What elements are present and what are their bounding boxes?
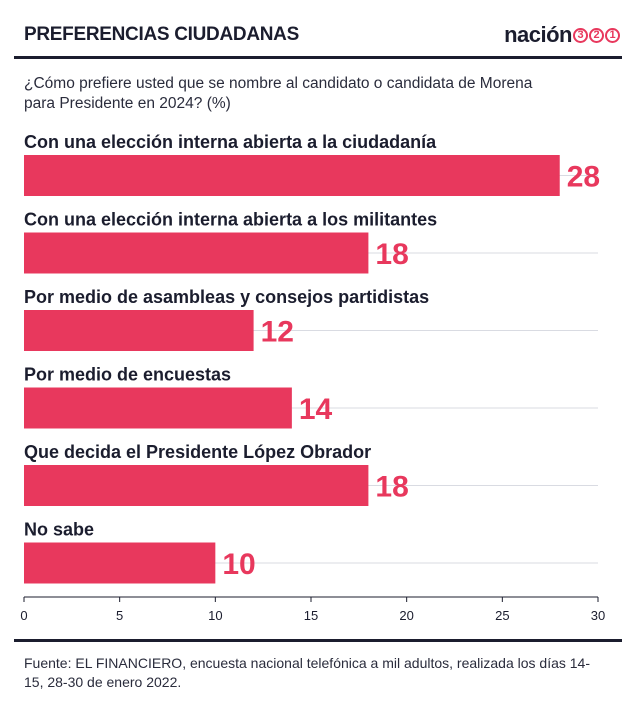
x-tick-label: 30 (591, 608, 605, 623)
x-tick-label: 10 (208, 608, 222, 623)
value-label: 18 (375, 471, 408, 504)
source-note: Fuente: EL FINANCIERO, encuesta nacional… (24, 655, 590, 690)
value-label: 10 (222, 548, 255, 581)
x-tick-label: 20 (399, 608, 413, 623)
category-label: Con una elección interna abierta a los m… (24, 210, 437, 230)
category-label: Con una elección interna abierta a la ci… (24, 132, 437, 152)
bar (24, 310, 254, 351)
category-label: Por medio de encuestas (24, 365, 231, 385)
bar (24, 155, 560, 196)
category-label: Que decida el Presidente López Obrador (24, 442, 371, 462)
value-label: 28 (567, 161, 600, 194)
x-tick-label: 25 (495, 608, 509, 623)
value-label: 18 (375, 238, 408, 271)
x-tick-label: 5 (116, 608, 123, 623)
chart-header: PREFERENCIAS CIUDADANAS nación 3 2 1 (14, 18, 622, 54)
logo-digit-3: 1 (605, 27, 620, 43)
logo-wordmark: nación (504, 22, 572, 47)
category-label: No sabe (24, 520, 94, 540)
x-tick-label: 15 (304, 608, 318, 623)
survey-question: ¿Cómo prefiere usted que se nombre al ca… (24, 75, 533, 112)
footer-divider (14, 639, 622, 642)
value-label: 14 (299, 393, 333, 426)
header-divider (14, 56, 622, 59)
bar (24, 387, 292, 429)
chart-title: PREFERENCIAS CIUDADANAS (24, 24, 299, 45)
bar (24, 465, 369, 506)
logo-digit-2: 2 (589, 27, 604, 43)
bar (24, 232, 369, 274)
x-tick-label: 0 (20, 608, 27, 623)
brand-logo: nación 3 2 1 (504, 20, 620, 50)
logo-digit-1: 3 (573, 27, 588, 43)
value-label: 12 (261, 316, 294, 349)
category-label: Por medio de asambleas y consejos partid… (24, 287, 429, 307)
bar (24, 542, 216, 584)
